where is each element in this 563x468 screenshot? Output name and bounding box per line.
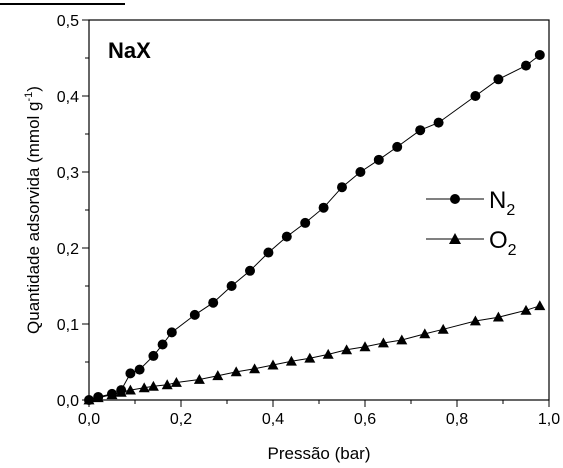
data-point-o2	[106, 389, 118, 400]
data-point-n2	[433, 117, 444, 128]
data-point-n2	[166, 327, 177, 338]
x-axis-ticks: 0,0 0,2 0,4 0,6 0,8 1,0	[78, 400, 560, 428]
x-tick-label: 0,2	[170, 411, 192, 428]
data-point-n2	[263, 247, 274, 258]
y-axis-ticks: 0,0 0,1 0,2 0,3 0,4 0,5	[57, 13, 89, 410]
data-point-o2	[520, 304, 532, 315]
y-axis-title: Quantidade adsorvida (mmol g-1)	[23, 86, 43, 334]
y-tick-label: 0,5	[57, 13, 79, 30]
legend: N2 O2	[426, 187, 517, 259]
y-tick-label: 0,3	[57, 165, 79, 182]
y-tick-label: 0,4	[57, 89, 79, 106]
data-point-o2	[396, 334, 408, 345]
x-tick-label: 0,6	[354, 411, 376, 428]
data-point-n2	[493, 74, 504, 85]
data-point-n2	[318, 202, 329, 213]
data-point-n2	[125, 368, 136, 379]
data-point-n2	[300, 217, 311, 228]
data-point-o2	[469, 315, 481, 326]
data-point-n2	[189, 309, 200, 320]
series-line-n2	[88, 54, 541, 401]
data-point-o2	[322, 348, 334, 359]
legend-label-n2: N2	[489, 187, 515, 219]
data-point-o2	[249, 363, 261, 374]
data-point-o2	[285, 355, 297, 366]
data-point-o2	[359, 341, 371, 352]
x-tick-label: 1,0	[538, 411, 560, 428]
data-point-n2	[392, 141, 403, 152]
legend-label-o2: O2	[489, 227, 517, 259]
data-point-o2	[492, 311, 504, 322]
data-point-n2	[470, 91, 481, 101]
x-tick-label: 0,0	[78, 411, 100, 428]
data-point-o2	[304, 352, 316, 363]
data-point-o2	[534, 300, 546, 311]
data-point-o2	[138, 382, 150, 393]
data-point-n2	[355, 167, 366, 177]
x-axis-title: Pressão (bar)	[268, 444, 371, 463]
data-point-o2	[267, 359, 279, 370]
data-point-o2	[147, 380, 159, 391]
data-point-n2	[208, 297, 219, 308]
data-point-n2	[148, 350, 159, 361]
x-tick-label: 0,8	[446, 411, 468, 428]
data-point-n2	[134, 364, 145, 375]
data-point-o2	[170, 377, 182, 387]
data-point-n2	[415, 125, 426, 136]
data-point-o2	[341, 344, 353, 355]
data-point-o2	[419, 328, 431, 339]
legend-marker-o2	[449, 233, 461, 244]
data-point-n2	[245, 265, 255, 276]
data-point-o2	[115, 386, 127, 397]
data-point-n2	[281, 231, 292, 242]
data-point-o2	[92, 392, 104, 403]
data-point-o2	[212, 370, 224, 381]
data-point-n2	[534, 49, 545, 60]
data-point-o2	[230, 366, 242, 377]
data-point-n2	[373, 154, 384, 165]
data-point-o2	[193, 373, 205, 384]
panel-label: NaX	[108, 38, 151, 63]
series-layer	[83, 49, 546, 405]
data-point-n2	[157, 339, 168, 350]
legend-marker-n2	[450, 194, 460, 204]
data-point-o2	[83, 394, 95, 405]
y-tick-label: 0,1	[57, 317, 79, 334]
x-tick-label: 0,4	[262, 411, 284, 428]
data-point-o2	[124, 384, 136, 395]
data-point-n2	[337, 182, 347, 193]
y-tick-label: 0,2	[57, 241, 79, 258]
data-point-o2	[437, 323, 449, 334]
data-point-o2	[161, 379, 173, 390]
data-point-o2	[377, 337, 389, 348]
data-point-n2	[521, 60, 531, 71]
y-tick-label: 0,0	[57, 393, 79, 410]
data-point-n2	[226, 281, 237, 291]
